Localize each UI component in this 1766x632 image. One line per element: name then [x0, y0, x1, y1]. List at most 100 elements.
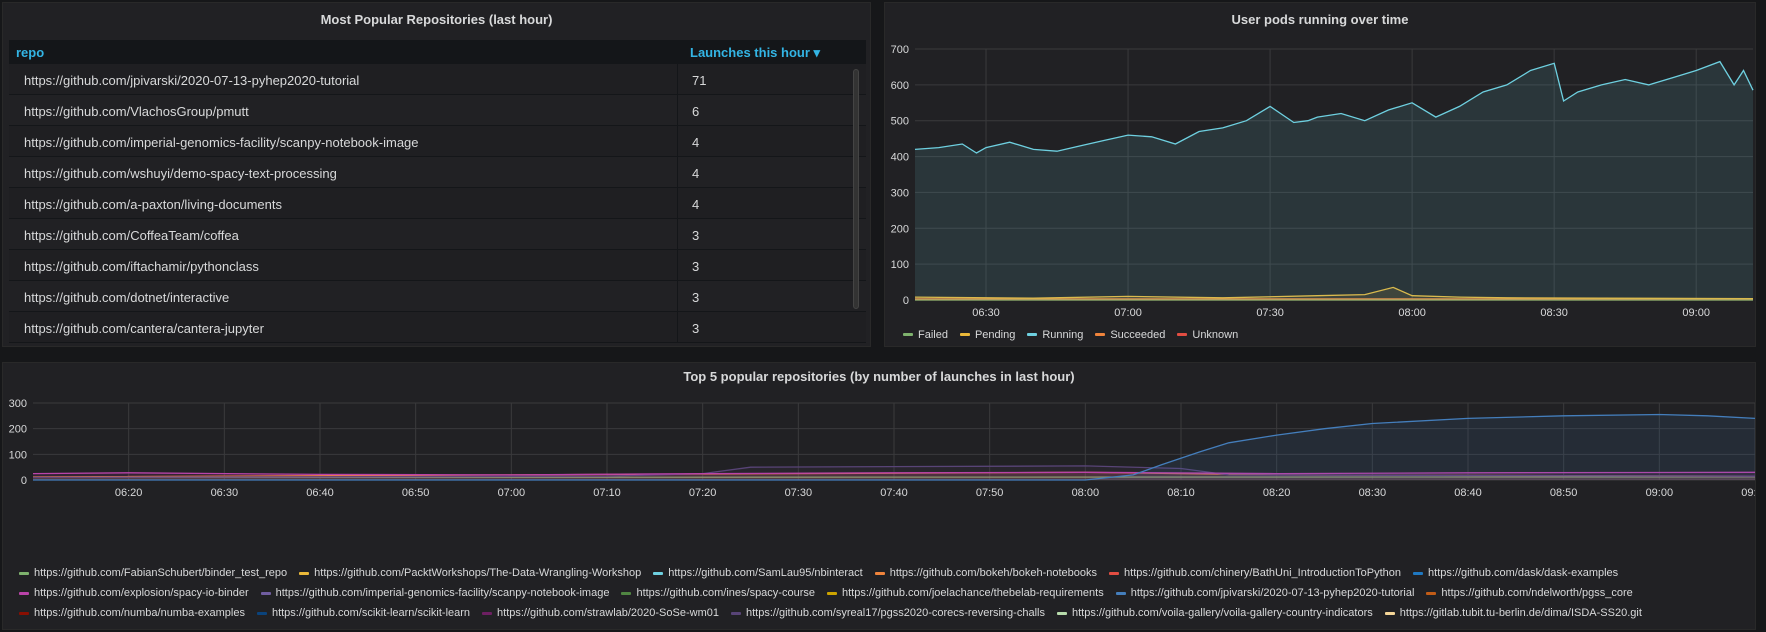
table-row: https://github.com/a-paxton/living-docum…	[9, 188, 866, 219]
column-divider	[677, 250, 678, 280]
launches-cell: 4	[692, 166, 700, 181]
x-tick-label: 07:50	[976, 487, 1004, 499]
table-row: https://github.com/jpivarski/2020-07-13-…	[9, 64, 866, 95]
x-tick-label: 08:30	[1359, 487, 1387, 499]
y-tick-label: 0	[21, 475, 27, 487]
launches-cell: 3	[692, 259, 700, 274]
repos-table: repo Launches this hour ▾ https://github…	[9, 40, 866, 343]
legend-item[interactable]: https://github.com/SamLau95/nbinteract	[653, 564, 863, 583]
legend-label: https://github.com/voila-gallery/voila-g…	[1071, 607, 1373, 619]
x-tick-label: 08:30	[1540, 307, 1568, 319]
legend-item[interactable]: https://github.com/scikit-learn/scikit-l…	[256, 604, 471, 623]
legend-swatch	[874, 572, 885, 575]
column-divider	[677, 312, 678, 342]
legend-item[interactable]: https://github.com/PacktWorkshops/The-Da…	[299, 564, 641, 583]
legend-swatch	[19, 572, 29, 575]
repo-cell: https://github.com/dotnet/interactive	[24, 290, 230, 305]
legend-swatch	[1095, 333, 1106, 336]
legend-item[interactable]: https://github.com/dask/dask-examples	[1413, 564, 1618, 583]
launches-cell: 3	[692, 228, 700, 243]
panel-title: Most Popular Repositories (last hour)	[320, 12, 553, 27]
legend-swatch	[1115, 592, 1126, 595]
legend-item[interactable]: https://github.com/voila-gallery/voila-g…	[1056, 604, 1373, 623]
x-tick-label: 06:20	[115, 487, 143, 499]
repo-cell: https://github.com/iftachamir/pythonclas…	[24, 259, 259, 274]
legend-label: https://github.com/syreal17/pgss2020-cor…	[745, 607, 1045, 619]
panel-title: User pods running over time	[1231, 12, 1409, 27]
table-row: https://github.com/imperial-genomics-fac…	[9, 126, 866, 157]
legend-swatch	[653, 572, 664, 575]
legend-label: https://github.com/imperial-genomics-fac…	[275, 587, 610, 599]
legend-item[interactable]: https://github.com/imperial-genomics-fac…	[260, 584, 610, 603]
legend-label: https://github.com/FabianSchubert/binder…	[34, 567, 288, 579]
legend-label: https://github.com/joelachance/thebelab-…	[841, 587, 1104, 599]
column-divider	[677, 219, 678, 249]
table-row: https://github.com/iftachamir/pythonclas…	[9, 250, 866, 281]
x-tick-label: 08:00	[1072, 487, 1100, 499]
legend-item[interactable]: https://github.com/strawlab/2020-SoSe-wm…	[482, 604, 719, 623]
legend-item[interactable]: Unknown	[1177, 329, 1238, 341]
series-area	[33, 472, 1755, 480]
legend-label: Unknown	[1192, 328, 1239, 341]
legend-item[interactable]: Running	[1027, 329, 1083, 341]
column-header-repo[interactable]: repo	[16, 45, 45, 60]
series-line	[32, 471, 1755, 476]
legend-item[interactable]: https://gitlab.tubit.tu-berlin.de/dima/I…	[1384, 604, 1642, 623]
legend-swatch	[1426, 592, 1437, 595]
legend-swatch	[1177, 333, 1188, 336]
legend-swatch	[19, 612, 29, 615]
legend-item[interactable]: Succeeded	[1095, 329, 1165, 341]
legend-label: Pending	[974, 328, 1016, 341]
table-row: https://github.com/VlachosGroup/pmutt 6	[9, 95, 866, 126]
column-divider	[677, 126, 678, 156]
legend-label: https://github.com/jpivarski/2020-07-13-…	[1130, 587, 1415, 599]
x-tick-label: 08:40	[1454, 487, 1482, 499]
x-tick-label: 06:50	[402, 487, 430, 499]
legend-label: https://github.com/chinery/BathUni_Intro…	[1124, 567, 1402, 579]
table-row: https://github.com/dotnet/interactive 3	[9, 281, 866, 312]
legend-item[interactable]: https://github.com/explosion/spacy-io-bi…	[19, 584, 249, 603]
legend-swatch	[482, 612, 493, 615]
column-header-launches[interactable]: Launches this hour ▾	[690, 45, 821, 60]
series-area	[33, 472, 1755, 480]
x-tick-label: 06:40	[306, 487, 334, 499]
series-line	[33, 413, 1755, 481]
column-divider	[677, 188, 678, 218]
launches-cell: 6	[692, 104, 700, 119]
legend-item[interactable]: https://github.com/chinery/BathUni_Intro…	[1109, 564, 1401, 583]
panel-title: Top 5 popular repositories (by number of…	[683, 369, 1075, 384]
y-tick-label: 600	[891, 80, 909, 92]
legend-label: https://github.com/scikit-learn/scikit-l…	[271, 607, 471, 619]
repo-cell: https://github.com/cantera/cantera-jupyt…	[24, 321, 264, 336]
table-scrollbar[interactable]	[853, 69, 859, 309]
legend-item[interactable]: https://github.com/bokeh/bokeh-notebooks	[874, 564, 1098, 583]
legend-item[interactable]: https://github.com/jpivarski/2020-07-13-…	[1115, 584, 1415, 603]
repo-cell: https://github.com/imperial-genomics-fac…	[24, 135, 419, 150]
legend-label: https://github.com/strawlab/2020-SoSe-wm…	[497, 607, 719, 619]
y-tick-label: 700	[891, 44, 909, 56]
series-line	[914, 286, 1754, 300]
legend-swatch	[1413, 572, 1424, 575]
legend-swatch	[299, 572, 310, 575]
legend-swatch	[260, 592, 271, 595]
legend-swatch	[1109, 572, 1120, 575]
legend-item[interactable]: Failed	[903, 329, 948, 341]
x-tick-label: 08:00	[1398, 307, 1426, 319]
legend-item[interactable]: https://github.com/ines/spacy-course	[621, 584, 815, 603]
legend-item[interactable]: https://github.com/joelachance/thebelab-…	[826, 584, 1104, 603]
launches-cell: 3	[692, 290, 700, 305]
legend-item[interactable]: https://github.com/syreal17/pgss2020-cor…	[730, 604, 1045, 623]
repo-cell: https://github.com/jpivarski/2020-07-13-…	[24, 73, 360, 88]
legend-item[interactable]: https://github.com/numba/numba-examples	[19, 604, 245, 623]
legend-item[interactable]: https://github.com/ndelworth/pgss_core	[1426, 584, 1633, 603]
legend-item[interactable]: Pending	[959, 328, 1016, 341]
legend-item[interactable]: https://github.com/FabianSchubert/binder…	[19, 564, 287, 583]
table-body: https://github.com/jpivarski/2020-07-13-…	[9, 64, 866, 343]
x-tick-label: 09:00	[1646, 487, 1674, 499]
repo-cell: https://github.com/CoffeaTeam/coffea	[24, 228, 239, 243]
legend-swatch	[1056, 612, 1067, 615]
legend-label: https://github.com/bokeh/bokeh-notebooks	[889, 567, 1098, 579]
x-tick-label: 07:30	[785, 487, 813, 499]
x-tick-label: 06:30	[972, 307, 1000, 319]
y-tick-label: 400	[891, 152, 909, 164]
